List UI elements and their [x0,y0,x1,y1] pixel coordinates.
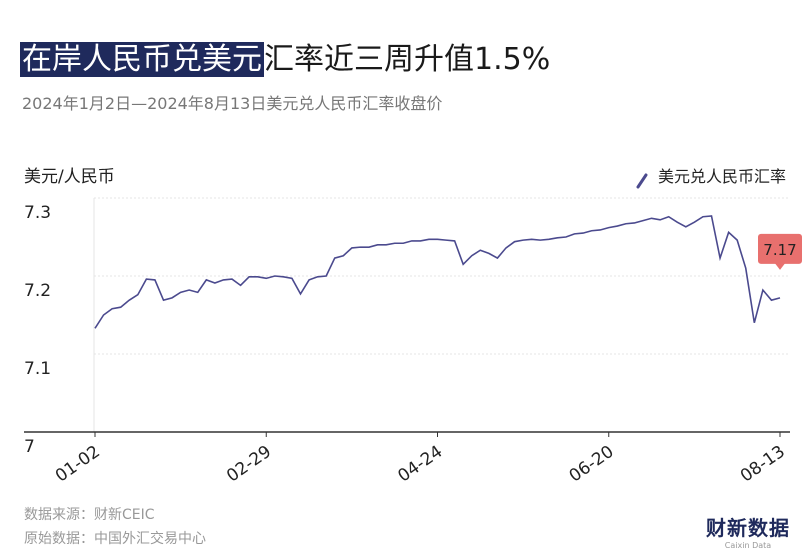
subtitle: 2024年1月2日—2024年8月13日美元兑人民币汇率收盘价 [22,94,443,113]
logo-sub: Caixin Data [724,541,772,550]
chart: 美元/人民币 7 7.1 7.2 7.3 01-02 02-29 04-24 06-20 08-… [24,167,802,487]
y-tick-label: 7.1 [24,359,51,379]
x-tick-label: 01-02 [52,442,104,487]
x-tick-label: 02-29 [223,442,275,487]
y-tick-label: 7 [24,437,35,457]
y-tick-label: 7.2 [24,281,51,301]
x-tick-label: 06-20 [566,442,618,487]
y-tick-label: 7.3 [24,203,51,223]
value-label-box [758,233,802,264]
chart-title: 在岸人民币兑美元汇率近三周升值1.5% [20,38,550,82]
value-label: 7.17 [758,233,802,270]
title-rest: 汇率近三周升值1.5% [264,42,551,77]
x-tick-label: 08-13 [737,442,789,487]
logo: 财新数据 Caixin Data [706,512,790,550]
title-highlight: 在岸人民币兑美元 [20,42,264,77]
legend-label: 美元兑人民币汇率 [658,167,786,186]
source: 数据来源：财新CEIC [24,507,155,523]
x-tick-label: 04-24 [394,442,446,487]
raw-source: 原始数据：中国外汇交易中心 [24,531,206,547]
y-axis-label: 美元/人民币 [24,167,115,187]
legend-item: 美元兑人民币汇率 [636,167,786,189]
value-label-pointer [775,263,785,270]
legend-swatch [636,173,648,189]
logo-text: 财新数据 [706,516,790,540]
value-label-text: 7.17 [763,241,796,259]
line-series [94,215,781,329]
